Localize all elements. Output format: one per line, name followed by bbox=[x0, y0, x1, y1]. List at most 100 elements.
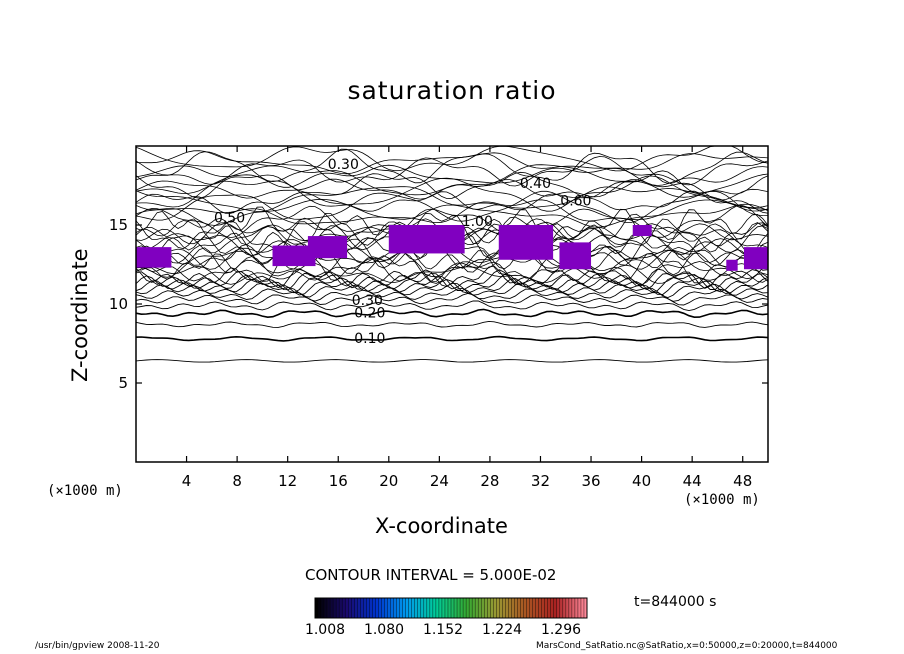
supersaturated-region-2 bbox=[307, 236, 348, 259]
colorbar-segment bbox=[438, 598, 443, 618]
colorbar-segment bbox=[429, 598, 434, 618]
colorbar-segment bbox=[378, 598, 382, 618]
colorbar-segment bbox=[435, 598, 440, 618]
colorbar-segment bbox=[484, 598, 488, 618]
x-axis-label: X-coordinate bbox=[375, 514, 508, 538]
x-unit-label-right: (×1000 m) bbox=[684, 492, 760, 508]
colorbar-segment bbox=[496, 598, 500, 618]
colorbar-tick-label: 1.152 bbox=[423, 622, 463, 638]
colorbar-segment bbox=[342, 598, 346, 618]
chart-title: saturation ratio bbox=[347, 76, 557, 105]
contour-line-37 bbox=[135, 164, 769, 188]
colorbar-segment bbox=[457, 598, 461, 618]
supersaturated-region-0 bbox=[136, 247, 172, 268]
colorbar-segment bbox=[366, 598, 370, 618]
contour-line-1 bbox=[135, 335, 769, 342]
colorbar-segment bbox=[330, 598, 334, 618]
contour-label-4: 0.40 bbox=[520, 176, 551, 192]
x-tick-label: 36 bbox=[581, 472, 600, 490]
contour-line-10 bbox=[135, 269, 769, 291]
contour-line-31 bbox=[135, 190, 769, 214]
colorbar-segment bbox=[451, 598, 455, 618]
contour-label-2: 0.30 bbox=[352, 293, 383, 309]
colorbar-segment bbox=[553, 598, 558, 618]
colorbar-segment bbox=[505, 598, 509, 618]
colorbar-segment bbox=[369, 598, 373, 618]
colorbar-segment bbox=[580, 598, 585, 618]
colorbar-frame bbox=[314, 597, 588, 619]
contour-label-6: 0.50 bbox=[214, 211, 245, 227]
colorbar-segment bbox=[475, 598, 479, 618]
colorbar-segment bbox=[318, 598, 322, 618]
contour-interval-text: CONTOUR INTERVAL = 5.000E-02 bbox=[305, 566, 557, 584]
colorbar-segment bbox=[408, 598, 413, 618]
contour-line-34 bbox=[135, 178, 769, 201]
colorbar-segment bbox=[538, 598, 542, 618]
contour-line-30 bbox=[135, 190, 769, 223]
colorbar-segment bbox=[405, 598, 409, 618]
supersaturated-region-6 bbox=[632, 225, 652, 237]
contour-line-36 bbox=[135, 164, 769, 198]
contour-line-9 bbox=[135, 273, 769, 294]
colorbar-segment bbox=[426, 598, 431, 618]
x-tick-label: 32 bbox=[531, 472, 550, 490]
colorbar-segment bbox=[333, 598, 337, 618]
colorbar-segment bbox=[411, 598, 416, 618]
x-tick-label: 20 bbox=[379, 472, 398, 490]
supersaturated-regions bbox=[136, 225, 768, 271]
colorbar-segment bbox=[499, 598, 503, 618]
colorbar-segment bbox=[384, 598, 388, 618]
contour-label-0: 0.10 bbox=[354, 331, 385, 347]
colorbar-tick-label: 1.224 bbox=[482, 622, 522, 638]
colorbar-segment bbox=[493, 598, 497, 618]
supersaturated-region-1 bbox=[272, 245, 316, 267]
colorbar-tick-label: 1.008 bbox=[305, 622, 345, 638]
colorbar-segment bbox=[432, 598, 437, 618]
contour-label-5: 0.60 bbox=[560, 193, 591, 209]
contour-line-8 bbox=[135, 278, 769, 296]
colorbar-segment bbox=[508, 598, 512, 618]
colorbar-segment bbox=[381, 598, 385, 618]
y-tick-label: 5 bbox=[118, 374, 128, 392]
contour-line-32 bbox=[135, 186, 769, 212]
colorbar-segment bbox=[565, 598, 570, 618]
contour-line-28 bbox=[135, 203, 769, 228]
colorbar-segment bbox=[577, 598, 582, 618]
contour-line-14 bbox=[135, 250, 769, 284]
contour-line-2 bbox=[135, 320, 769, 328]
contour-line-17 bbox=[135, 243, 769, 270]
y-axis-ticks: 5 10 15 bbox=[109, 216, 768, 392]
colorbar-segment bbox=[544, 598, 549, 618]
colorbar-segment bbox=[447, 598, 452, 618]
x-unit-label-left: (×1000 m) bbox=[47, 483, 123, 499]
x-tick-label: 44 bbox=[683, 472, 702, 490]
colorbar-segment bbox=[463, 598, 467, 618]
colorbar-segment bbox=[526, 598, 530, 618]
contour-line-26 bbox=[135, 206, 769, 245]
colorbar-segment bbox=[529, 598, 533, 618]
contour-line-27 bbox=[135, 204, 769, 239]
colorbar-segment bbox=[390, 598, 394, 618]
colorbar-segment bbox=[354, 598, 358, 618]
x-tick-label: 12 bbox=[278, 472, 297, 490]
colorbar-segment bbox=[532, 598, 536, 618]
colorbar-segment bbox=[472, 598, 476, 618]
colorbar-tick-label: 1.296 bbox=[541, 622, 581, 638]
colorbar-segment bbox=[324, 598, 328, 618]
colorbar-segment bbox=[375, 598, 379, 618]
colorbar-segment bbox=[414, 598, 419, 618]
contour-line-29 bbox=[135, 198, 769, 226]
contour-line-39 bbox=[135, 148, 769, 184]
time-label: t=844000 s bbox=[634, 594, 717, 610]
colorbar-segment bbox=[454, 598, 458, 618]
y-tick-label: 15 bbox=[109, 216, 128, 234]
colorbar-tick-label: 1.080 bbox=[364, 622, 404, 638]
contour-label-3: 0.30 bbox=[328, 157, 359, 173]
colorbar-segment bbox=[444, 598, 449, 618]
supersaturated-region-3 bbox=[388, 225, 465, 254]
x-tick-label: 24 bbox=[430, 472, 449, 490]
colorbar-segment bbox=[423, 598, 428, 618]
colorbar-segment bbox=[541, 598, 545, 618]
colorbar-segment bbox=[568, 598, 573, 618]
colorbar-segment bbox=[363, 598, 367, 618]
